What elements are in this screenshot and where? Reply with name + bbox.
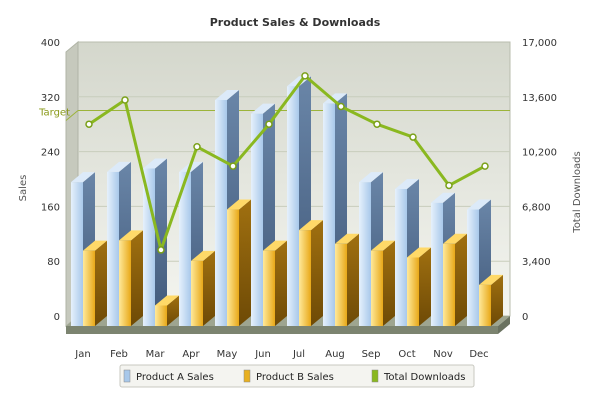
legend: Product A Sales Product B Sales Total Down… (119, 364, 475, 388)
category-label: Mar (146, 349, 166, 360)
bar-product-b (407, 247, 431, 326)
downloads-point (193, 143, 201, 151)
category-label: Nov (433, 349, 453, 360)
category-label: Dec (469, 349, 488, 360)
right-tick-label: 13,600 (522, 93, 557, 104)
category-label: Jan (74, 349, 90, 360)
legend-label: Product A Sales (136, 372, 214, 383)
chart-title: Product Sales & Downloads (210, 16, 381, 29)
right-tick-label: 6,800 (522, 202, 551, 213)
bar-product-b (479, 274, 503, 326)
bar-product-b (263, 240, 287, 326)
downloads-point (409, 133, 417, 141)
right-axis-title: Total Downloads (572, 151, 583, 233)
target-trendline-side (65, 110, 79, 121)
downloads-point (445, 181, 453, 190)
left-axis-ticks: 0 80 160 240 320 400 (41, 38, 60, 323)
bar-product-b (83, 240, 107, 326)
category-label: Oct (398, 349, 415, 360)
category-label: May (217, 349, 238, 360)
legend-box (119, 364, 475, 388)
bar-product-b (335, 233, 359, 326)
downloads-line (85, 72, 489, 254)
legend-swatch (243, 369, 251, 383)
downloads-point (229, 162, 237, 170)
downloads-point (373, 120, 381, 128)
right-tick-label: 3,400 (522, 257, 551, 268)
bars (71, 76, 503, 327)
legend-label: Total Downloads (383, 372, 465, 383)
left-tick-label: 0 (54, 312, 60, 323)
right-tick-label: 10,200 (522, 148, 557, 159)
downloads-point (85, 120, 93, 128)
category-label: Feb (110, 349, 128, 360)
legend-swatch (123, 369, 131, 383)
bar-product-b (371, 240, 395, 326)
downloads-point (265, 120, 273, 128)
bar-product-b (299, 220, 323, 326)
floor-side (498, 316, 510, 334)
bar-product-b (155, 295, 179, 326)
legend-swatch (371, 369, 379, 383)
left-axis-title: Sales (18, 175, 29, 202)
category-labels: Jan Feb Mar Apr May Jun Jul Aug Sep Oct Nov Dec (74, 349, 488, 360)
left-tick-label: 240 (41, 148, 60, 159)
downloads-point (121, 96, 129, 104)
right-axis-ticks: 0 3,400 6,800 10,200 13,600 17,000 (522, 38, 557, 323)
downloads-point (157, 246, 165, 254)
left-tick-label: 160 (41, 202, 60, 213)
bar-product-b (443, 233, 467, 326)
downloads-point (301, 72, 309, 80)
category-label: Apr (182, 349, 200, 360)
floor-front (66, 326, 498, 334)
category-label: Aug (325, 349, 345, 360)
legend-label: Product B Sales (256, 372, 334, 383)
category-label: Jun (254, 349, 271, 360)
bar-product-b (119, 230, 143, 326)
target-label: Target (38, 108, 70, 119)
left-tick-label: 320 (41, 93, 60, 104)
right-tick-label: 0 (522, 312, 528, 323)
bar-product-b (191, 250, 215, 326)
downloads-line-path (88, 74, 486, 252)
downloads-point (481, 162, 489, 170)
right-tick-label: 17,000 (522, 38, 557, 49)
bar-product-b (227, 199, 251, 326)
downloads-point (337, 102, 345, 111)
category-label: Jul (292, 349, 305, 360)
left-tick-label: 400 (41, 38, 60, 49)
left-tick-label: 80 (47, 257, 60, 268)
category-label: Sep (362, 349, 381, 360)
